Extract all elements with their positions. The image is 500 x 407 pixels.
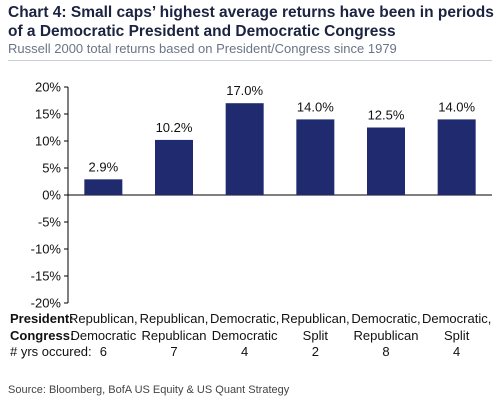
y-tick-label: 20% [35,80,61,95]
chart-subtitle: Russell 2000 total returns based on Pres… [8,41,397,56]
bar [367,127,405,195]
bar [155,139,193,195]
category-years-label: 2 [312,344,319,359]
category-congress-label: Democratic [70,328,136,343]
bar [225,103,264,195]
title-divider [8,60,492,61]
category-years-label: 4 [453,344,460,359]
category-years-label: 8 [382,344,389,359]
bar [437,119,476,195]
category-congress-label: Split [303,328,329,343]
source-note: Source: Bloomberg, BofA US Equity & US Q… [8,384,290,396]
y-tick-label: -15% [31,269,62,284]
data-label: 10.2% [156,120,193,135]
y-tick-label: -20% [31,296,62,311]
y-tick-label: 5% [42,161,61,176]
category-president-label: Democratic, [351,311,420,326]
data-label: 17.0% [226,83,263,98]
category-president-label: Republican, [281,311,350,326]
y-tick-label: 0% [42,188,61,203]
y-tick-label: 10% [35,134,61,149]
category-congress-label: Democratic [212,328,278,343]
y-tick-label: -10% [31,242,62,257]
category-congress-label: Republican [353,328,418,343]
y-tick-label: -5% [38,215,62,230]
data-label: 14.0% [297,99,334,114]
data-label: 14.0% [438,99,475,114]
category-president-label: Democratic, [422,311,491,326]
y-tick-label: 15% [35,107,61,122]
data-label: 12.5% [368,108,405,123]
data-label: 2.9% [89,159,119,174]
category-president-label: Republican, [140,311,209,326]
category-congress-label: Split [444,328,470,343]
category-president-label: Republican, [69,311,138,326]
category-president-label: Democratic, [210,311,279,326]
category-years-label: 7 [170,344,177,359]
chart-title: Chart 4: Small caps’ highest average ret… [8,4,494,40]
category-years-label: 6 [100,344,107,359]
row-label: Congress: [10,328,74,343]
bar [84,179,123,195]
row-label: President: [10,311,74,326]
bar [296,119,335,195]
category-years-label: 4 [241,344,248,359]
row-label: # yrs occured: [10,344,92,359]
category-congress-label: Republican [141,328,206,343]
